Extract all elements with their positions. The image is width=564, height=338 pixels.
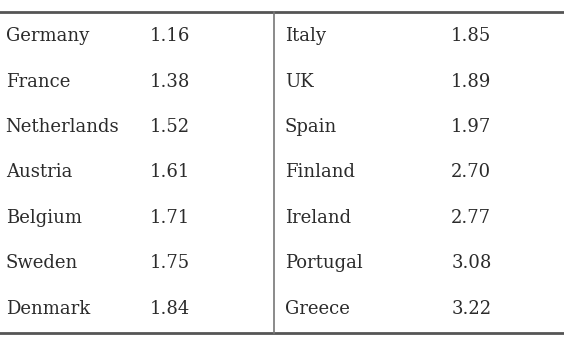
Text: Portugal: Portugal [285,254,363,272]
Text: Greece: Greece [285,299,350,317]
Text: UK: UK [285,73,314,91]
Text: Germany: Germany [6,27,89,45]
Text: 1.52: 1.52 [149,118,190,136]
Text: 1.84: 1.84 [149,299,190,317]
Text: 1.97: 1.97 [451,118,491,136]
Text: 1.75: 1.75 [149,254,190,272]
Text: Netherlands: Netherlands [6,118,119,136]
Text: 1.38: 1.38 [149,73,190,91]
Text: Denmark: Denmark [6,299,90,317]
Text: 1.71: 1.71 [149,209,190,227]
Text: Sweden: Sweden [6,254,78,272]
Text: Ireland: Ireland [285,209,351,227]
Text: 2.70: 2.70 [451,163,491,182]
Text: 1.89: 1.89 [451,73,492,91]
Text: Austria: Austria [6,163,72,182]
Text: Finland: Finland [285,163,355,182]
Text: 1.61: 1.61 [149,163,190,182]
Text: Italy: Italy [285,27,326,45]
Text: 1.16: 1.16 [149,27,190,45]
Text: Belgium: Belgium [6,209,82,227]
Text: 2.77: 2.77 [451,209,491,227]
Text: 3.08: 3.08 [451,254,492,272]
Text: France: France [6,73,70,91]
Text: 1.85: 1.85 [451,27,491,45]
Text: Spain: Spain [285,118,337,136]
Text: 3.22: 3.22 [451,299,491,317]
